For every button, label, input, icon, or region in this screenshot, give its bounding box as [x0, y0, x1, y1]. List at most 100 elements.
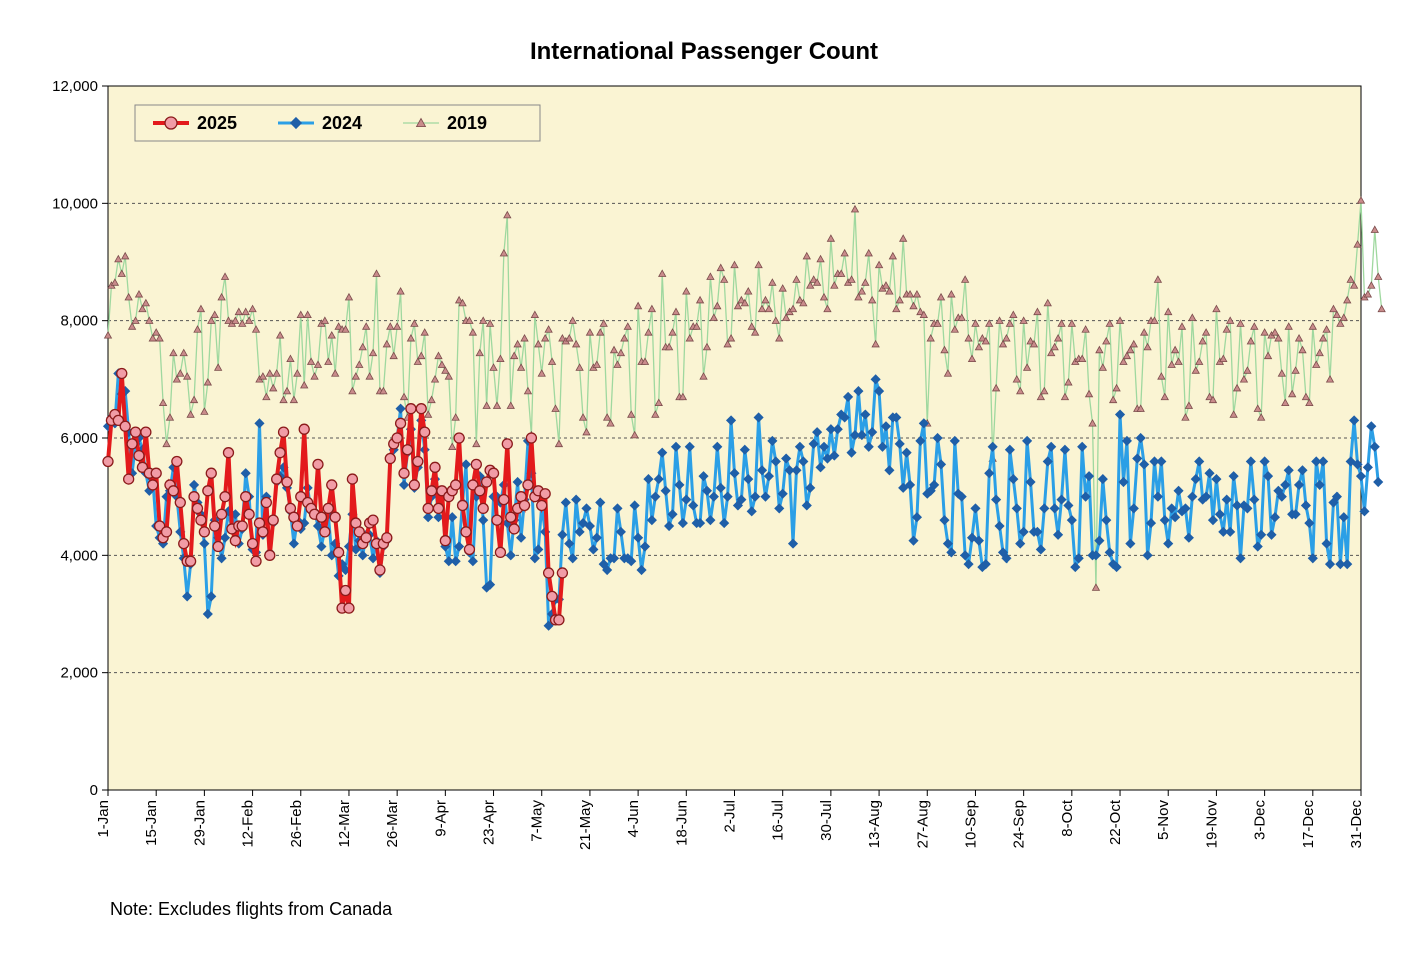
- series-marker-2025: [526, 433, 536, 443]
- series-marker-2025: [258, 527, 268, 537]
- series-marker-2025: [416, 404, 426, 414]
- series-marker-2025: [540, 489, 550, 499]
- series-marker-2025: [272, 474, 282, 484]
- series-marker-2025: [131, 427, 141, 437]
- series-marker-2025: [320, 527, 330, 537]
- series-marker-2019: [1364, 291, 1371, 297]
- series-marker-2025: [427, 486, 437, 496]
- x-tick-label: 9-Apr: [432, 800, 449, 837]
- series-marker-2025: [282, 477, 292, 487]
- legend: 2025 2024 2019: [135, 105, 540, 141]
- series-marker-2025: [268, 515, 278, 525]
- series-marker-2025: [464, 544, 474, 554]
- series-marker-2024: [1363, 463, 1372, 472]
- series-marker-2025: [134, 451, 144, 461]
- x-tick-label: 29-Jan: [191, 800, 208, 846]
- series-marker-2025: [506, 512, 516, 522]
- series-marker-2025: [241, 492, 251, 502]
- series-marker-2025: [502, 439, 512, 449]
- series-marker-2025: [248, 539, 258, 549]
- y-tick-label: 2,000: [60, 665, 98, 682]
- series-marker-2025: [334, 547, 344, 557]
- x-tick-label: 26-Mar: [384, 800, 401, 848]
- series-marker-2025: [189, 492, 199, 502]
- series-marker-2025: [172, 456, 182, 466]
- series-marker-2025: [361, 533, 371, 543]
- x-tick-label: 5-Nov: [1155, 800, 1172, 841]
- x-tick-label: 17-Dec: [1300, 800, 1317, 849]
- x-tick-label: 15-Jan: [143, 800, 160, 846]
- series-marker-2025: [103, 456, 113, 466]
- legend-label: 2024: [322, 113, 362, 133]
- x-tick-label: 18-Jun: [673, 800, 690, 846]
- x-tick-label: 21-May: [577, 800, 594, 851]
- legend-label: 2025: [197, 113, 237, 133]
- series-marker-2025: [406, 404, 416, 414]
- x-tick-label: 26-Feb: [288, 800, 305, 848]
- x-tick-label: 7-May: [529, 800, 546, 842]
- series-marker-2025: [523, 480, 533, 490]
- series-marker-2025: [344, 603, 354, 613]
- x-tick-label: 19-Nov: [1203, 800, 1220, 849]
- series-marker-2025: [396, 418, 406, 428]
- series-marker-2025: [554, 615, 564, 625]
- x-tick-label: 24-Sep: [1011, 800, 1028, 848]
- series-marker-2025: [175, 498, 185, 508]
- series-marker-2025: [478, 503, 488, 513]
- series-marker-2025: [223, 448, 233, 458]
- series-marker-2025: [409, 480, 419, 490]
- series-marker-2025: [210, 521, 220, 531]
- series-marker-2025: [423, 503, 433, 513]
- series-marker-2025: [482, 477, 492, 487]
- x-tick-label: 13-Aug: [866, 800, 883, 848]
- series-marker-2025: [292, 521, 302, 531]
- series-marker-2025: [217, 509, 227, 519]
- series-marker-2025: [547, 591, 557, 601]
- series-marker-2025: [141, 427, 151, 437]
- series-marker-2025: [392, 433, 402, 443]
- series-marker-2025: [230, 536, 240, 546]
- series-marker-2025: [265, 550, 275, 560]
- chart-container: International Passenger Count 02,0004,00…: [0, 0, 1408, 958]
- series-marker-2025: [261, 498, 271, 508]
- series-marker-2025: [316, 512, 326, 522]
- series-marker-2019: [1375, 273, 1382, 279]
- x-tick-label: 4-Jun: [625, 800, 642, 838]
- x-tick-label: 30-Jul: [818, 800, 835, 841]
- series-marker-2025: [275, 448, 285, 458]
- y-tick-label: 4,000: [60, 547, 98, 564]
- x-tick-label: 23-Apr: [481, 800, 498, 845]
- series-marker-2025: [451, 480, 461, 490]
- y-tick-label: 0: [90, 782, 98, 799]
- series-marker-2025: [375, 565, 385, 575]
- series-marker-2024: [1374, 478, 1383, 487]
- series-marker-2025: [413, 456, 423, 466]
- series-marker-2025: [557, 568, 567, 578]
- series-marker-2025: [420, 427, 430, 437]
- legend-label: 2019: [447, 113, 487, 133]
- x-tick-label: 1-Jan: [95, 800, 112, 838]
- series-marker-2025: [475, 486, 485, 496]
- series-marker-2024: [1370, 442, 1379, 451]
- series-marker-2025: [330, 512, 340, 522]
- series-marker-2025: [237, 521, 247, 531]
- series-marker-2025: [124, 474, 134, 484]
- series-marker-2025: [117, 368, 127, 378]
- x-tick-label: 2-Jul: [722, 800, 739, 833]
- series-marker-2025: [220, 492, 230, 502]
- series-marker-2025: [127, 439, 137, 449]
- x-tick-label: 12-Mar: [336, 800, 353, 848]
- series-marker-2025: [537, 500, 547, 510]
- series-marker-2025: [203, 486, 213, 496]
- series-marker-2025: [509, 524, 519, 534]
- series-marker-2025: [196, 515, 206, 525]
- series-marker-2025: [327, 480, 337, 490]
- series-marker-2025: [461, 527, 471, 537]
- series-marker-2025: [313, 459, 323, 469]
- series-marker-2025: [206, 468, 216, 478]
- x-tick-label: 27-Aug: [914, 800, 931, 848]
- series-marker-2025: [471, 459, 481, 469]
- series-marker-2025: [430, 462, 440, 472]
- series-marker-2025: [179, 539, 189, 549]
- series-marker-2019: [1378, 305, 1385, 311]
